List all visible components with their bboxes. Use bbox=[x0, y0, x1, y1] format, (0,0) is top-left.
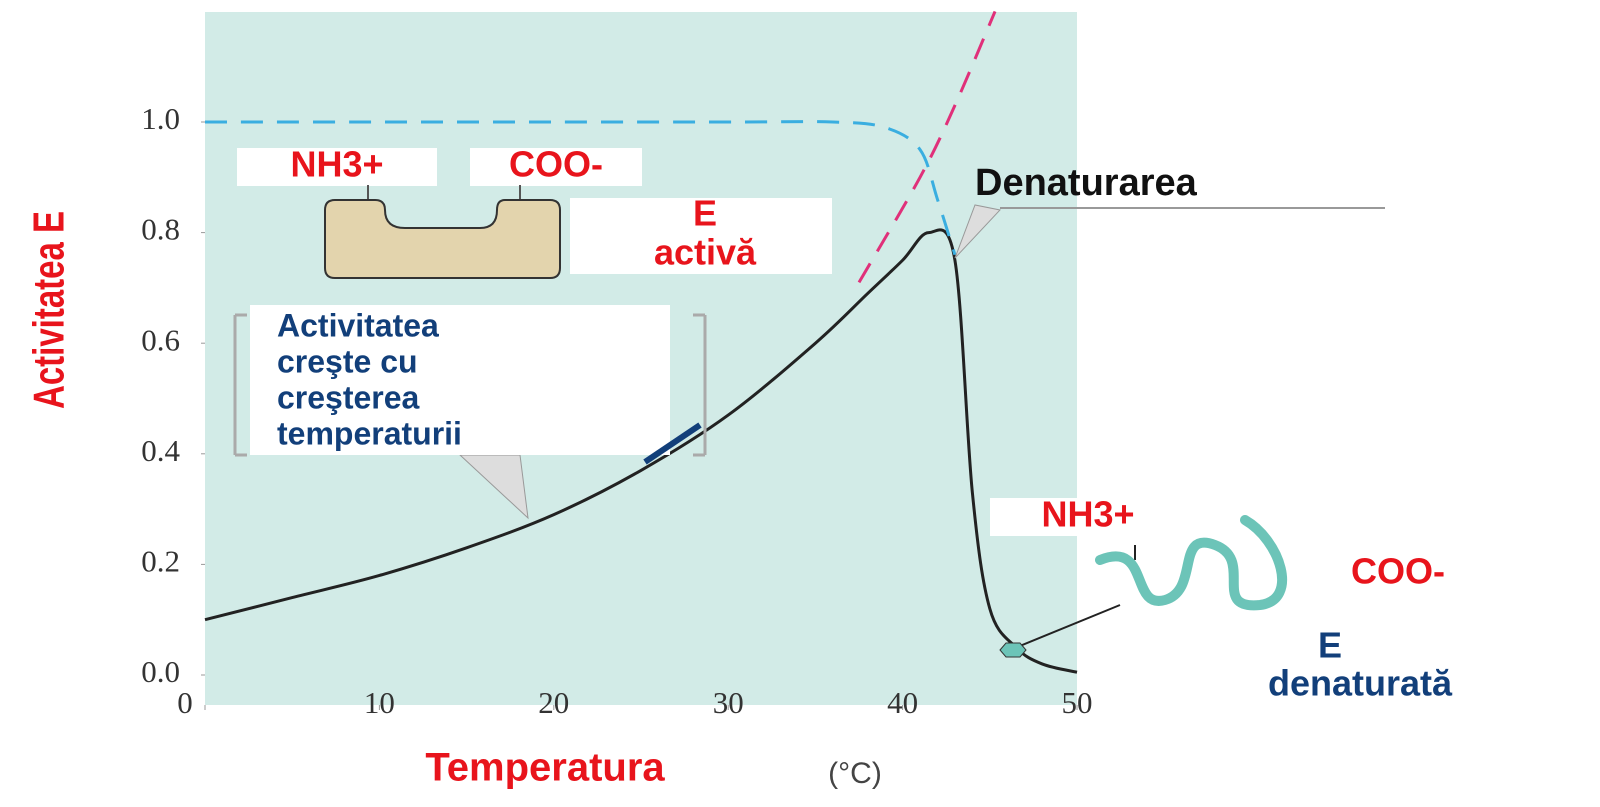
annotation: activă bbox=[654, 232, 757, 273]
y-tick-label: 0.0 bbox=[141, 654, 180, 689]
point-marker bbox=[1000, 643, 1026, 657]
y-tick-label: 0.4 bbox=[141, 433, 180, 468]
page: {"chart_data": { "type": "line", "x_labe… bbox=[0, 0, 1600, 807]
annotation: temperaturii bbox=[277, 415, 462, 451]
y-axis-label: Activitatea E bbox=[25, 211, 74, 409]
annotation: creşte cu bbox=[277, 343, 418, 379]
x-tick-label: 10 bbox=[364, 685, 395, 720]
y-tick-label: 0.8 bbox=[141, 212, 180, 247]
annotation: creşterea bbox=[277, 379, 420, 415]
annotation: COO- bbox=[1351, 551, 1445, 592]
x-tick-label: 0 bbox=[177, 685, 193, 720]
x-axis-unit: (°C) bbox=[828, 757, 882, 790]
annotation: NH3+ bbox=[1041, 494, 1134, 535]
x-tick-label: 40 bbox=[887, 685, 918, 720]
y-tick-label: 0.6 bbox=[141, 322, 180, 357]
annotation: COO- bbox=[509, 144, 603, 185]
y-tick-label: 0.2 bbox=[141, 544, 180, 579]
y-tick-label: 1.0 bbox=[141, 101, 180, 136]
annotation: Denaturarea bbox=[975, 162, 1198, 204]
annotation: E bbox=[693, 193, 717, 234]
annotation: NH3+ bbox=[290, 144, 383, 185]
annotation: Activitatea bbox=[277, 307, 439, 343]
x-axis-label: Temperatura bbox=[425, 746, 665, 790]
chart: NH3+ COO- E activă Denaturarea Activitat… bbox=[0, 0, 1600, 807]
x-tick-label: 50 bbox=[1062, 685, 1093, 720]
annotation: E bbox=[1318, 625, 1342, 666]
annotation: denaturată bbox=[1268, 663, 1453, 704]
x-tick-label: 20 bbox=[538, 685, 569, 720]
x-tick-label: 30 bbox=[713, 685, 744, 720]
